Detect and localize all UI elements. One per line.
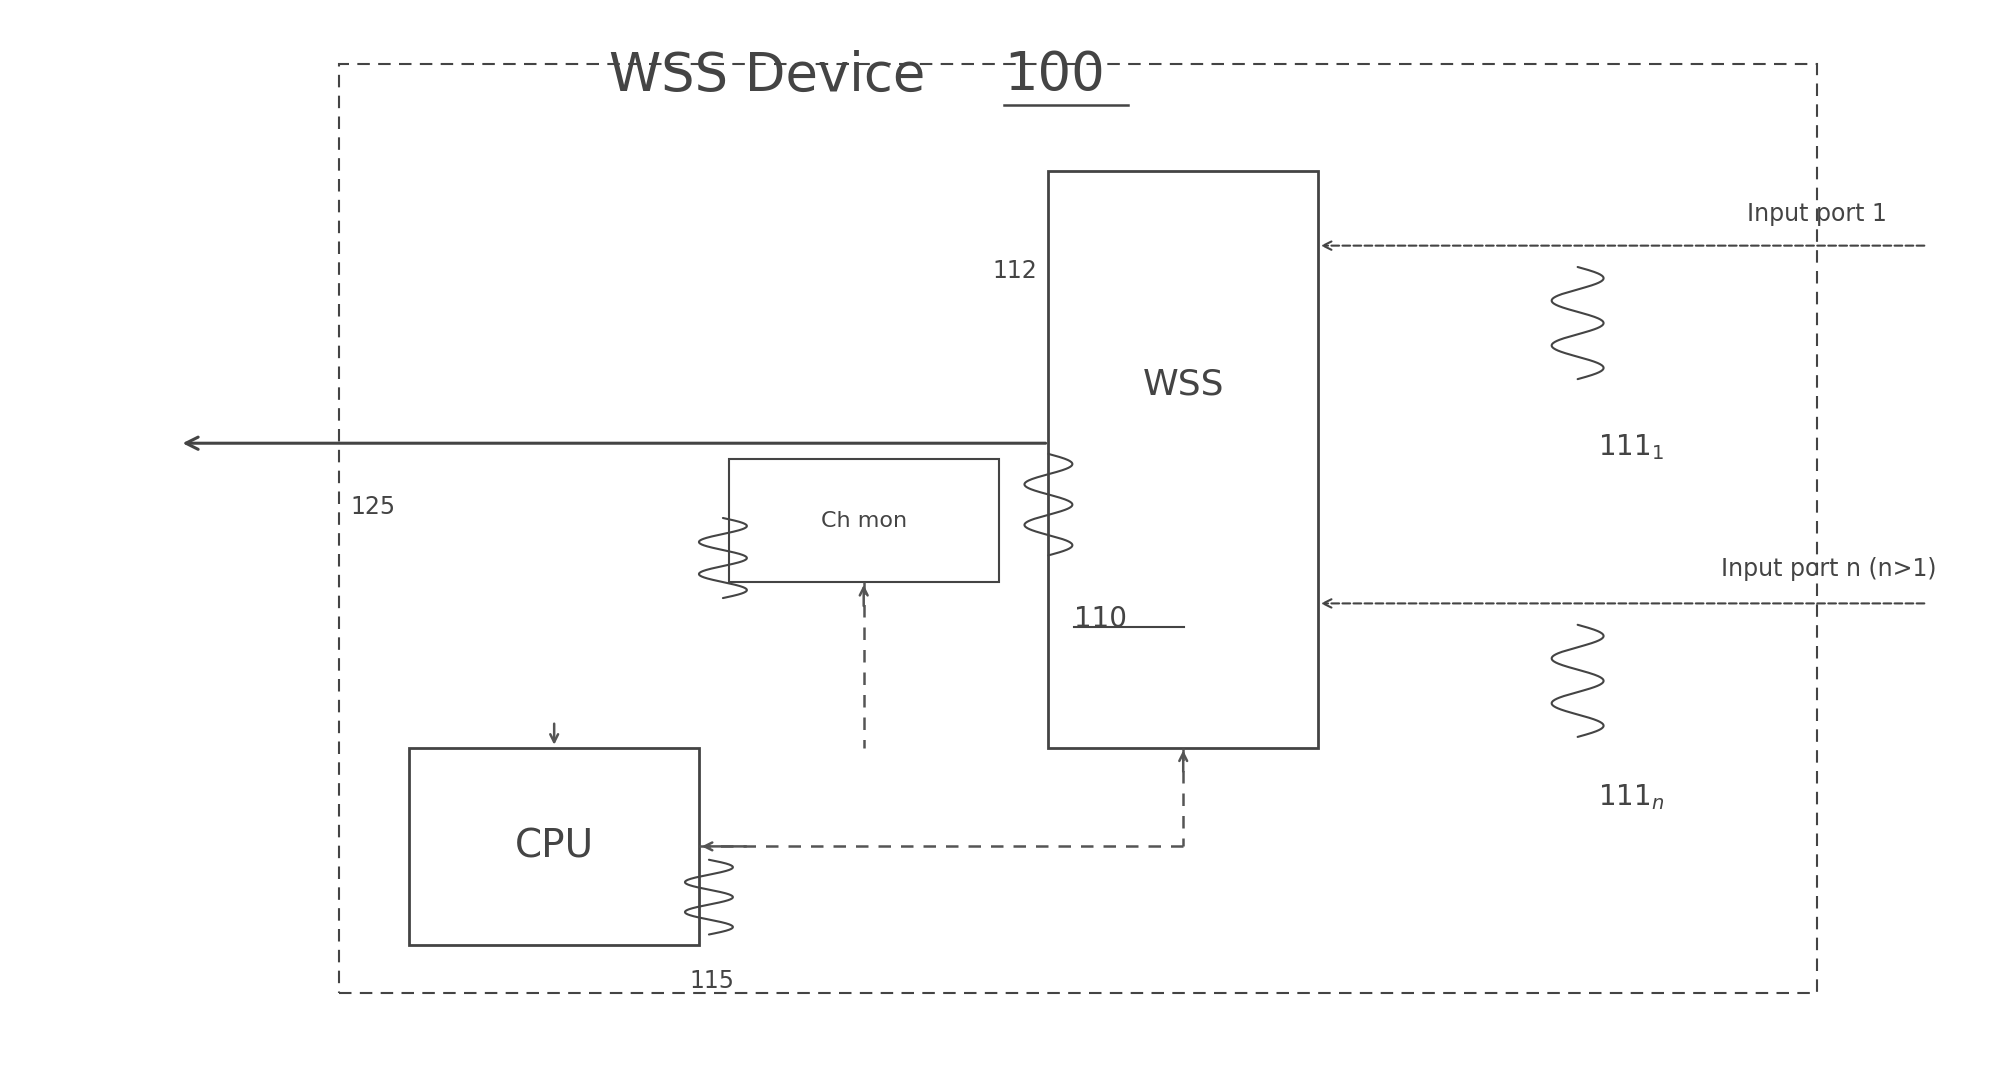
Text: Input port n (n>1): Input port n (n>1) — [1721, 557, 1937, 581]
Text: 110: 110 — [1074, 606, 1128, 633]
Text: Input port 1: Input port 1 — [1747, 202, 1887, 225]
Text: 125: 125 — [349, 496, 395, 519]
Text: 115: 115 — [689, 969, 735, 992]
Text: 100: 100 — [1004, 49, 1104, 101]
Text: $111_n$: $111_n$ — [1598, 782, 1664, 812]
Text: $111_1$: $111_1$ — [1598, 433, 1664, 462]
Text: WSS Device: WSS Device — [609, 49, 943, 101]
Text: CPU: CPU — [515, 828, 593, 865]
Text: 112: 112 — [993, 260, 1036, 283]
Text: Ch mon: Ch mon — [821, 511, 907, 531]
Text: WSS: WSS — [1142, 367, 1224, 402]
